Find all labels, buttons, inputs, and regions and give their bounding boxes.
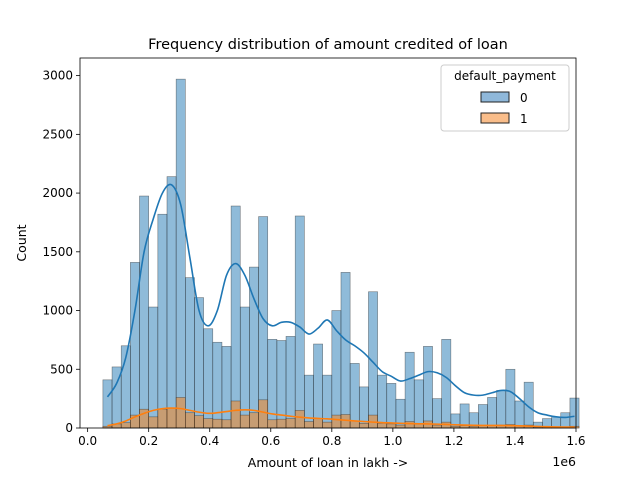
bar-series-0-6 xyxy=(157,213,168,429)
x-tick-label-3: 0.6 xyxy=(261,434,280,448)
bar-series-0-22 xyxy=(304,374,314,429)
bar-series-1-7 xyxy=(166,407,177,429)
y-axis-label: Count xyxy=(14,224,29,261)
bar-series-1-31 xyxy=(386,423,397,429)
bar-series-0-14 xyxy=(230,205,241,429)
bar-series-1-27 xyxy=(349,420,360,429)
bar-series-0-12 xyxy=(212,341,223,429)
bar-series-1-11 xyxy=(203,418,214,429)
bar-series-1-23 xyxy=(313,418,323,429)
bar-series-0-31 xyxy=(386,383,397,429)
bar-series-0-21 xyxy=(294,215,305,429)
bar-series-0-45 xyxy=(514,400,525,429)
bar-series-1-15 xyxy=(239,414,250,429)
bar-series-0-35 xyxy=(423,346,433,429)
bar-series-0-13 xyxy=(221,346,232,429)
legend-label-1: 1 xyxy=(520,112,528,126)
bar-series-1-6 xyxy=(157,408,168,429)
x-tick-label-8: 1.6 xyxy=(566,434,585,448)
x-tick-label-2: 0.4 xyxy=(200,434,219,448)
bar-series-1-19 xyxy=(276,418,287,429)
bar-series-1-2 xyxy=(120,422,131,429)
legend-label-0: 0 xyxy=(520,91,528,105)
bar-series-1-30 xyxy=(377,422,388,429)
bar-series-1-8 xyxy=(175,397,186,429)
bar-series-1-24 xyxy=(322,421,333,429)
x-tick-label-1: 0.2 xyxy=(139,434,158,448)
bar-series-1-21 xyxy=(294,410,305,429)
y-tick-label-5: 2500 xyxy=(42,127,73,141)
x-axis: 0.0 0.2 0.4 0.6 0.8 1.0 1.2 1.4 1.6 xyxy=(78,428,586,448)
bar-series-0-37 xyxy=(441,339,452,429)
bar-series-0-41 xyxy=(478,404,488,429)
y-tick-label-0: 0 xyxy=(65,421,73,435)
bar-series-0-34 xyxy=(413,379,424,429)
bar-series-1-33 xyxy=(404,421,415,429)
bar-series-0-23 xyxy=(313,343,323,429)
kde-line-series-0 xyxy=(106,183,575,419)
bar-series-0-4 xyxy=(139,195,149,429)
bar-series-0-7 xyxy=(166,176,177,429)
bar-series-0-33 xyxy=(404,351,415,429)
bar-series-0-26 xyxy=(340,272,351,429)
y-tick-label-2: 1000 xyxy=(42,304,73,318)
legend-title: default_payment xyxy=(454,69,556,83)
bar-series-0-51 xyxy=(569,397,580,429)
bar-series-1-25 xyxy=(331,414,342,429)
bar-series-0-0 xyxy=(102,379,113,429)
bar-series-0-50 xyxy=(560,412,571,429)
bar-series-1-32 xyxy=(395,424,406,429)
y-tick-label-4: 2000 xyxy=(42,186,73,200)
y-tick-label-1: 500 xyxy=(50,362,73,376)
x-tick-label-7: 1.4 xyxy=(505,434,524,448)
bars-series-0 xyxy=(102,78,580,429)
bar-series-0-42 xyxy=(487,397,497,429)
bar-series-0-27 xyxy=(349,363,360,429)
legend-swatch-1 xyxy=(480,112,510,124)
bar-series-1-10 xyxy=(194,415,204,429)
bar-series-0-30 xyxy=(377,374,388,429)
y-tick-label-6: 3000 xyxy=(42,69,73,83)
y-tick-label-3: 1500 xyxy=(42,245,73,259)
bar-series-0-24 xyxy=(322,374,333,429)
chart-title: Frequency distribution of amount credite… xyxy=(148,37,508,53)
x-tick-label-5: 1.0 xyxy=(383,434,402,448)
bar-series-1-12 xyxy=(212,418,223,429)
x-tick-label-0: 0.0 xyxy=(78,434,97,448)
bar-series-1-22 xyxy=(304,421,314,429)
plot-frame xyxy=(79,57,577,429)
x-offset-text: 1e6 xyxy=(552,454,576,469)
kde-lines xyxy=(106,183,575,428)
bar-series-1-13 xyxy=(221,419,232,429)
x-tick-label-6: 1.2 xyxy=(444,434,463,448)
bar-series-1-9 xyxy=(185,412,195,429)
bar-series-1-17 xyxy=(258,399,269,429)
bar-series-1-14 xyxy=(230,400,241,429)
x-axis-label: Amount of loan in lakh -> xyxy=(248,455,408,470)
bar-series-0-9 xyxy=(185,277,195,429)
legend: default_payment 0 1 xyxy=(440,64,570,132)
bar-series-0-43 xyxy=(496,390,507,429)
bar-series-1-5 xyxy=(148,416,159,429)
bar-series-0-25 xyxy=(331,310,342,429)
x-tick-label-4: 0.8 xyxy=(322,434,341,448)
bar-series-0-8 xyxy=(175,78,186,429)
bar-series-1-36 xyxy=(432,424,443,429)
kde-line-series-1 xyxy=(107,407,575,428)
bar-series-1-28 xyxy=(358,422,369,429)
bar-series-0-44 xyxy=(505,368,516,429)
bar-series-1-16 xyxy=(249,412,259,429)
bar-series-0-38 xyxy=(450,413,461,429)
bar-series-0-20 xyxy=(285,336,296,429)
bar-series-1-18 xyxy=(267,419,278,429)
bar-series-0-10 xyxy=(194,297,204,429)
legend-swatch-0 xyxy=(480,91,510,103)
y-axis: 0 500 1000 1500 2000 2500 3000 xyxy=(42,69,80,435)
bar-series-1-20 xyxy=(285,418,296,429)
